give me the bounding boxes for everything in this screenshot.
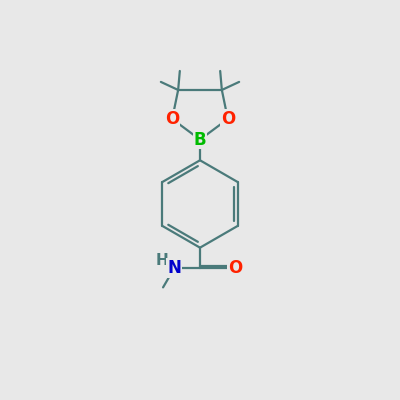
Text: H: H: [156, 253, 169, 268]
Text: O: O: [221, 110, 235, 128]
Text: B: B: [194, 131, 206, 149]
Text: O: O: [165, 110, 179, 128]
Text: O: O: [228, 259, 242, 277]
Text: N: N: [167, 259, 181, 277]
